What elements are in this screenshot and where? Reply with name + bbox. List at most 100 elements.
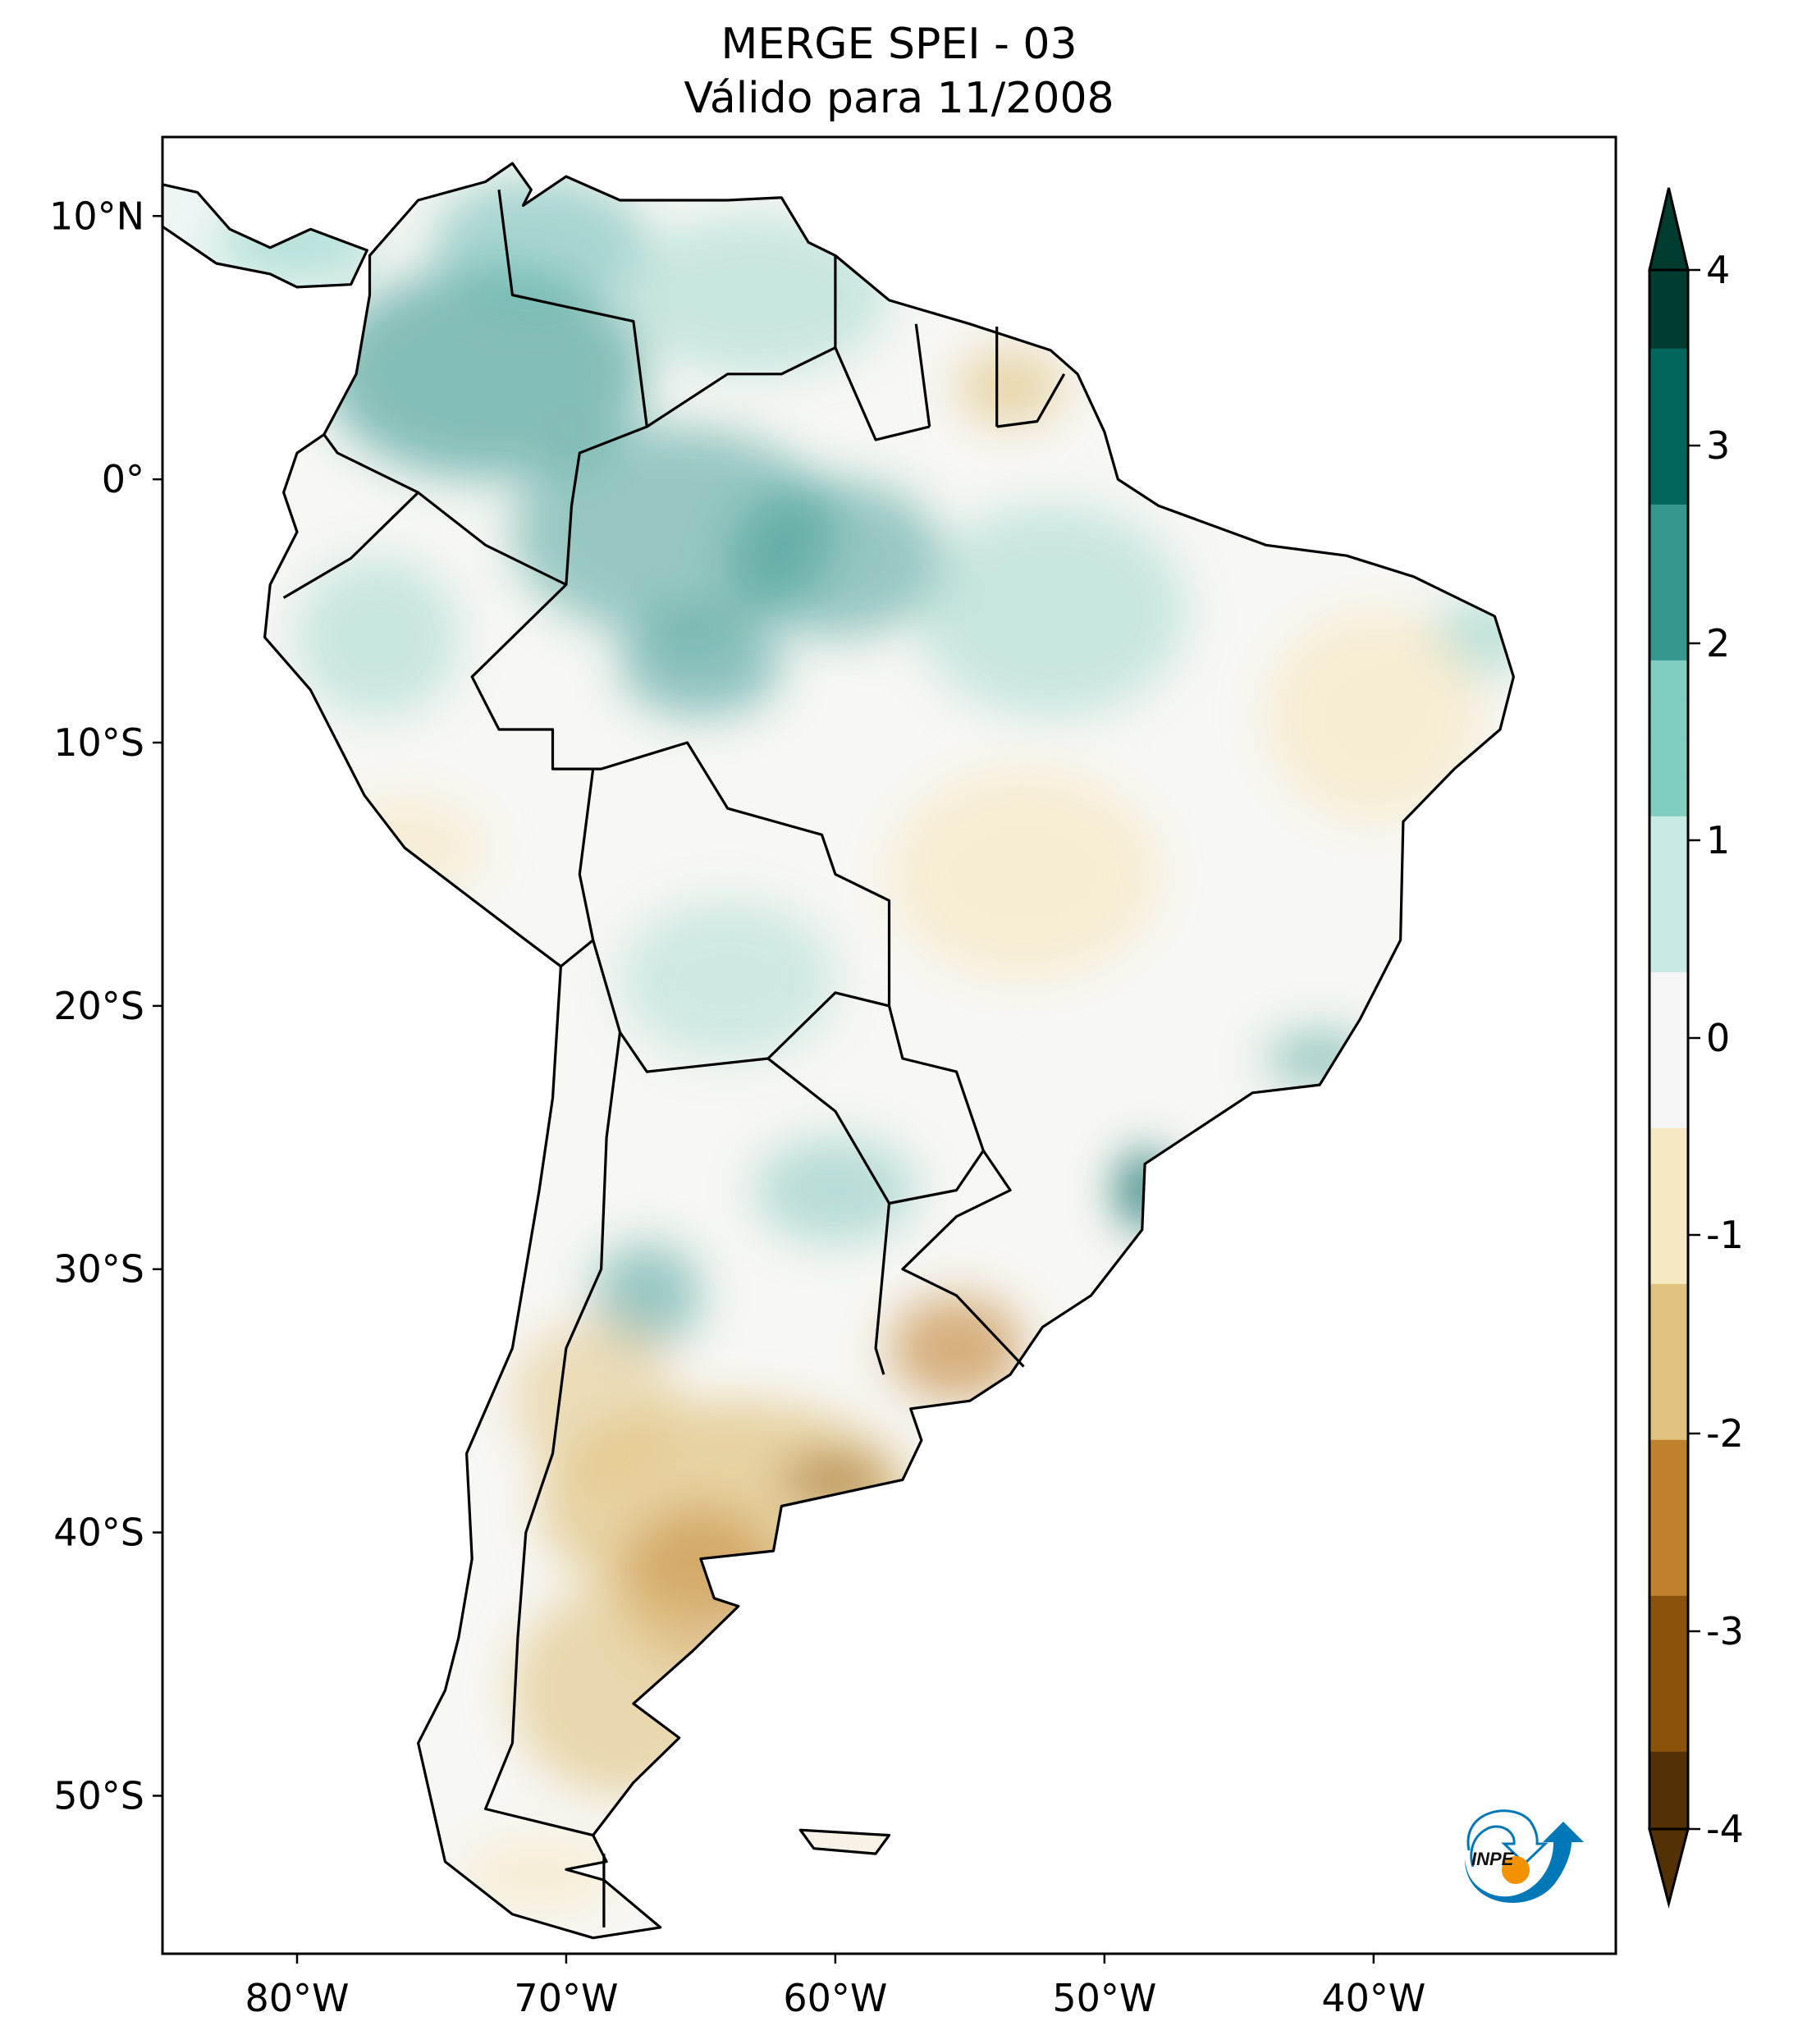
latitude-axis: 10°N 0° 10°S 20°S 30°S 40°S 50°S xyxy=(49,194,162,1818)
central-america-coastline xyxy=(161,183,368,289)
lat-tick-label: 0° xyxy=(102,457,144,501)
spei-anomaly-region xyxy=(754,1137,917,1243)
spei-anomaly-region xyxy=(889,769,1159,980)
colorbar-segment xyxy=(1649,932,1688,972)
colorbar-segment xyxy=(1649,1205,1688,1246)
colorbar-segment xyxy=(1649,1010,1688,1050)
lon-tick-label: 60°W xyxy=(783,1976,887,2020)
spei-anomaly-region xyxy=(458,1835,620,1914)
colorbar-segment xyxy=(1649,854,1688,894)
colorbar-segment xyxy=(1649,1517,1688,1557)
colorbar-segment xyxy=(1649,1244,1688,1284)
colorbar-segment xyxy=(1649,894,1688,934)
border-line xyxy=(874,1203,891,1375)
colorbar-extend-min xyxy=(1648,1827,1690,1909)
spei-anomaly-region xyxy=(1265,610,1482,822)
colorbar-segment xyxy=(1649,776,1688,816)
logo-text: INPE xyxy=(1471,1849,1515,1869)
colorbar-segment xyxy=(1649,348,1688,388)
colorbar-segment xyxy=(1649,1361,1688,1402)
colorbar-segment xyxy=(1649,582,1688,622)
colorbar-tick-label: -2 xyxy=(1706,1411,1744,1456)
colorbar-segment xyxy=(1649,1400,1688,1440)
map-frame xyxy=(161,135,1617,1955)
colorbar-segment xyxy=(1649,309,1688,349)
country-borders xyxy=(161,162,1515,1940)
colorbar-segment xyxy=(1649,738,1688,778)
colorbar-tick-label: 0 xyxy=(1706,1016,1730,1060)
border-line xyxy=(497,189,648,428)
colorbar-segment xyxy=(1649,1751,1688,1791)
colorbar-segment xyxy=(1649,542,1688,583)
map-title: MERGE SPEI - 03 xyxy=(721,20,1077,69)
spei-anomaly-region xyxy=(512,1584,728,1796)
lon-tick-label: 80°W xyxy=(245,1976,349,2020)
colorbar-outline xyxy=(1648,268,1690,1831)
border-line xyxy=(470,346,1025,1368)
colorbar-extend-max xyxy=(1648,187,1690,272)
logo-sun-icon xyxy=(1502,1856,1530,1884)
spei-anomaly-region xyxy=(296,558,459,716)
spei-anomaly-region xyxy=(956,347,1064,427)
colorbar-segment xyxy=(1649,698,1688,738)
spei-anomaly-region xyxy=(620,216,890,374)
lon-tick-label: 70°W xyxy=(514,1976,618,2020)
colorbar-segment xyxy=(1649,1634,1688,1674)
spei-anomaly-region xyxy=(727,479,944,638)
colorbar-segment xyxy=(1649,1088,1688,1128)
border-line xyxy=(282,492,419,599)
lat-tick-label: 10°S xyxy=(53,720,144,765)
colorbar-tick-label: -3 xyxy=(1706,1609,1744,1653)
colorbar-segment xyxy=(1649,1439,1688,1479)
colorbar-segment xyxy=(1649,1556,1688,1596)
spei-anomaly-region xyxy=(512,1321,675,1480)
colorbar-tick-label: 3 xyxy=(1706,423,1730,468)
border-line xyxy=(834,347,931,441)
spei-anomaly-region xyxy=(431,176,647,309)
colorbar-segment xyxy=(1649,1712,1688,1752)
colorbar-segment xyxy=(1649,660,1688,700)
spei-anomaly-region xyxy=(889,1295,1024,1402)
inpe-logo: INPE xyxy=(1465,1809,1584,1903)
colorbar-segment xyxy=(1649,1127,1688,1168)
border-line xyxy=(996,373,1066,428)
lat-tick-label: 40°S xyxy=(53,1511,144,1555)
colorbar-segment xyxy=(1649,1049,1688,1090)
colorbar: 4 3 2 1 0 -1 -2 -3 -4 xyxy=(1648,187,1744,1909)
colorbar-segment xyxy=(1649,1166,1688,1206)
colorbar-tick-label: 1 xyxy=(1706,818,1730,862)
spei-anomaly-region xyxy=(620,610,782,716)
lat-tick-label: 30°S xyxy=(53,1247,144,1292)
map-subtitle: Válido para 11/2008 xyxy=(684,74,1114,123)
land-mass xyxy=(162,163,1514,1938)
colorbar-segment xyxy=(1649,386,1688,427)
spei-field xyxy=(216,176,1514,1914)
spei-anomaly-region xyxy=(592,1242,701,1349)
colorbar-segment xyxy=(1649,270,1688,310)
border-line xyxy=(914,323,931,428)
border-line xyxy=(560,768,595,967)
colorbar-segment xyxy=(1649,426,1688,466)
colorbar-segment xyxy=(1649,816,1688,856)
colorbar-tick-label: -1 xyxy=(1706,1213,1744,1257)
lat-tick-label: 50°S xyxy=(53,1773,144,1818)
border-line xyxy=(484,1031,622,1837)
spei-anomaly-region xyxy=(916,505,1186,716)
border-line xyxy=(592,940,890,1073)
colorbar-segment xyxy=(1649,1673,1688,1713)
colorbar-tick-label: 2 xyxy=(1706,621,1730,665)
coastline xyxy=(263,162,1515,1940)
falkland-islands xyxy=(798,1828,891,1855)
colorbar-tick-label: 4 xyxy=(1706,248,1730,292)
lon-tick-label: 40°W xyxy=(1321,1976,1425,2020)
spei-anomaly-region xyxy=(216,203,378,282)
longitude-axis: 80°W 70°W 60°W 50°W 40°W xyxy=(245,1954,1425,2020)
colorbar-segment xyxy=(1649,464,1688,505)
lat-tick-label: 20°S xyxy=(53,984,144,1028)
spei-anomaly-region xyxy=(781,1453,890,1507)
spei-anomaly-region xyxy=(1265,1031,1374,1086)
colorbar-segment xyxy=(1649,972,1688,1012)
colorbar-segment xyxy=(1649,1790,1688,1830)
spei-anomaly-region xyxy=(620,900,835,1059)
